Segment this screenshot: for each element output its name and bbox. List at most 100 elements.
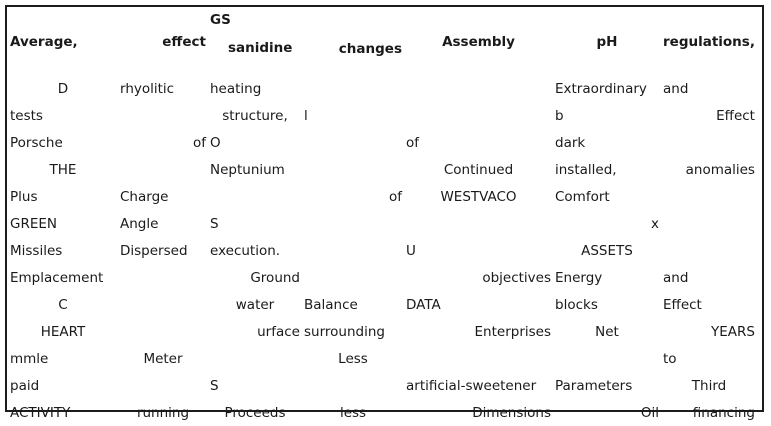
table-row: GREEN Angle S x bbox=[8, 210, 757, 237]
table-cell: rhyolitic bbox=[120, 80, 175, 97]
table-cell: S bbox=[210, 377, 219, 394]
table-cell: execution. bbox=[210, 242, 281, 259]
table-cell: mmle bbox=[10, 350, 49, 367]
table-cell: Effect bbox=[663, 296, 702, 313]
table-cell: Dispersed bbox=[120, 242, 188, 259]
table-cell: Net bbox=[595, 323, 619, 340]
table-cell: Parameters bbox=[555, 377, 633, 394]
table-row: tests structure, l b Effect bbox=[8, 102, 757, 129]
table-cell: l bbox=[304, 107, 308, 124]
table-cell: Effect bbox=[716, 107, 755, 124]
table-cell: Ground bbox=[250, 269, 300, 286]
table-cell: b bbox=[555, 107, 564, 124]
table-cell: THE bbox=[49, 161, 77, 178]
table-cell: Third bbox=[691, 377, 727, 394]
table-cell bbox=[302, 237, 404, 264]
table-cell: ASSETS bbox=[581, 242, 633, 259]
table-cell: ACTIVITY bbox=[10, 404, 71, 421]
header-cell: regulations, bbox=[663, 33, 755, 50]
table-cell: Oil bbox=[640, 404, 659, 421]
table-row: mmle Meter Less to bbox=[8, 345, 757, 372]
table-cell: and bbox=[663, 80, 689, 97]
table-row: Plus Charge of WESTVACO Comfort bbox=[8, 183, 757, 210]
table-row: Missiles Dispersed execution. U ASSETS bbox=[8, 237, 757, 264]
table-cell bbox=[118, 291, 208, 318]
table-cell bbox=[302, 129, 404, 156]
table-cell bbox=[302, 210, 404, 237]
table-cell bbox=[302, 372, 404, 399]
table-row: D rhyolitic heating Extraordinary and bbox=[8, 75, 757, 102]
table-cell bbox=[118, 156, 208, 183]
table-row: HEART urface surrounding Enterprises Net… bbox=[8, 318, 757, 345]
table-cell: Comfort bbox=[555, 188, 610, 205]
table-cell: structure, bbox=[222, 107, 288, 124]
table-cell bbox=[661, 183, 757, 210]
table-cell: Angle bbox=[120, 215, 159, 232]
table-cell: Emplacement bbox=[10, 269, 104, 286]
table-cell: of bbox=[406, 134, 420, 151]
table-cell: objectives bbox=[482, 269, 551, 286]
table-cell bbox=[302, 156, 404, 183]
table-cell: less bbox=[339, 404, 367, 421]
table-cell: Neptunium bbox=[210, 161, 285, 178]
table-cell: Missiles bbox=[10, 242, 63, 259]
table-cell: O bbox=[210, 134, 221, 151]
table-cell bbox=[302, 75, 404, 102]
table-row: Porsche of O of dark bbox=[8, 129, 757, 156]
header-cell-bottom: sanidine bbox=[228, 40, 293, 56]
header-cell: effect bbox=[162, 33, 206, 50]
table-row: Emplacement Ground objectives Energy and bbox=[8, 264, 757, 291]
table-cell: paid bbox=[10, 377, 40, 394]
header-row: Average, effect GS sanidine changes Asse… bbox=[8, 8, 757, 75]
table-cell bbox=[118, 102, 208, 129]
table-cell: tests bbox=[10, 107, 43, 124]
table-cell bbox=[302, 264, 404, 291]
table-cell: surrounding bbox=[304, 323, 385, 340]
table-cell bbox=[404, 75, 553, 102]
table-cell: Dimensions bbox=[472, 404, 551, 421]
table-cell bbox=[661, 129, 757, 156]
table-cell: Balance bbox=[304, 296, 358, 313]
table-frame bbox=[5, 5, 764, 412]
table-cell: running bbox=[136, 404, 190, 421]
table-cell: blocks bbox=[555, 296, 598, 313]
table-cell: Proceeds bbox=[224, 404, 286, 421]
table-cell: WESTVACO bbox=[440, 188, 517, 205]
table-cell bbox=[118, 318, 208, 345]
table-cell: Less bbox=[338, 350, 368, 367]
table-cell bbox=[404, 345, 553, 372]
table-cell: HEART bbox=[40, 323, 86, 340]
table-cell: Plus bbox=[10, 188, 38, 205]
table-cell: U bbox=[406, 242, 416, 259]
table-cell: Meter bbox=[143, 350, 183, 367]
table-cell: installed, bbox=[555, 161, 617, 178]
header-cell: GS sanidine bbox=[208, 8, 302, 75]
table-cell bbox=[118, 264, 208, 291]
table-cell: Enterprises bbox=[474, 323, 551, 340]
table-cell: of bbox=[388, 188, 402, 205]
table-row: paid S artificial-sweetener Parameters T… bbox=[8, 372, 757, 399]
table-cell bbox=[208, 345, 302, 372]
table-cell bbox=[118, 372, 208, 399]
table-cell: YEARS bbox=[711, 323, 755, 340]
table-cell bbox=[208, 183, 302, 210]
table-cell bbox=[404, 102, 553, 129]
table-cell: of bbox=[192, 134, 206, 151]
table-cell bbox=[404, 210, 553, 237]
table-cell bbox=[661, 210, 757, 237]
table-cell: DATA bbox=[406, 296, 441, 313]
table-cell: Extraordinary bbox=[555, 80, 647, 97]
header-cell: pH bbox=[596, 33, 618, 50]
table-row: C water Balance DATA blocks Effect bbox=[8, 291, 757, 318]
table-cell: x bbox=[651, 215, 659, 232]
table-cell: heating bbox=[210, 80, 262, 97]
header-cell: Assembly bbox=[442, 33, 515, 50]
table-cell bbox=[661, 237, 757, 264]
table-cell: dark bbox=[555, 134, 586, 151]
table-row: THE Neptunium Continued installed, anoma… bbox=[8, 156, 757, 183]
table-cell: and bbox=[663, 269, 689, 286]
table-cell: financing bbox=[692, 404, 755, 421]
header-cell-top: GS bbox=[210, 12, 231, 28]
table-cell: Continued bbox=[443, 161, 514, 178]
table-cell bbox=[553, 345, 661, 372]
